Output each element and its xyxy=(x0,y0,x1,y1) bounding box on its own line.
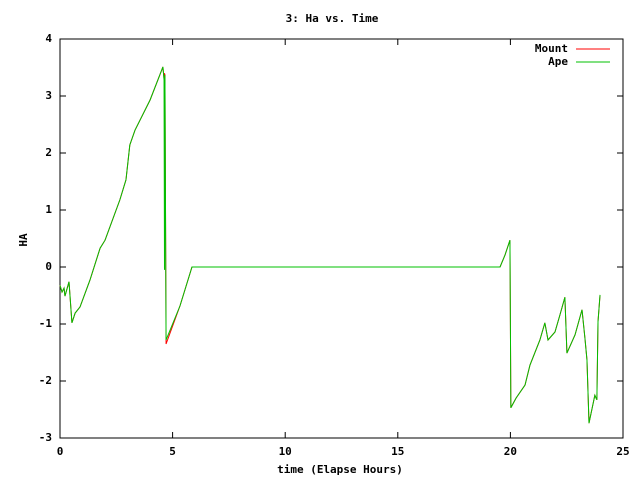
x-axis-label: time (Elapse Hours) xyxy=(277,463,403,476)
plot-border xyxy=(59,38,624,439)
x-tick-label: 15 xyxy=(391,445,404,458)
legend-label: Mount xyxy=(535,42,568,55)
y-tick-label: 2 xyxy=(45,146,52,159)
y-tick-label: 4 xyxy=(45,32,52,45)
x-tick-label: 20 xyxy=(504,445,517,458)
y-axis-label: HA xyxy=(17,233,30,247)
y-tick-label: -3 xyxy=(39,431,52,444)
series-line xyxy=(59,66,601,424)
x-tick-label: 0 xyxy=(57,445,64,458)
chart-title: 3: Ha vs. Time xyxy=(286,12,379,25)
y-tick-label: 1 xyxy=(45,203,52,216)
x-tick-label: 5 xyxy=(169,445,176,458)
y-tick-label: 3 xyxy=(45,89,52,102)
x-tick-label: 10 xyxy=(279,445,292,458)
x-tick-label: 25 xyxy=(616,445,629,458)
y-tick-label: 0 xyxy=(45,260,52,273)
legend-label: Ape xyxy=(548,55,568,68)
y-tick-label: -1 xyxy=(39,317,53,330)
y-tick-label: -2 xyxy=(39,374,52,387)
series-line xyxy=(59,66,601,424)
